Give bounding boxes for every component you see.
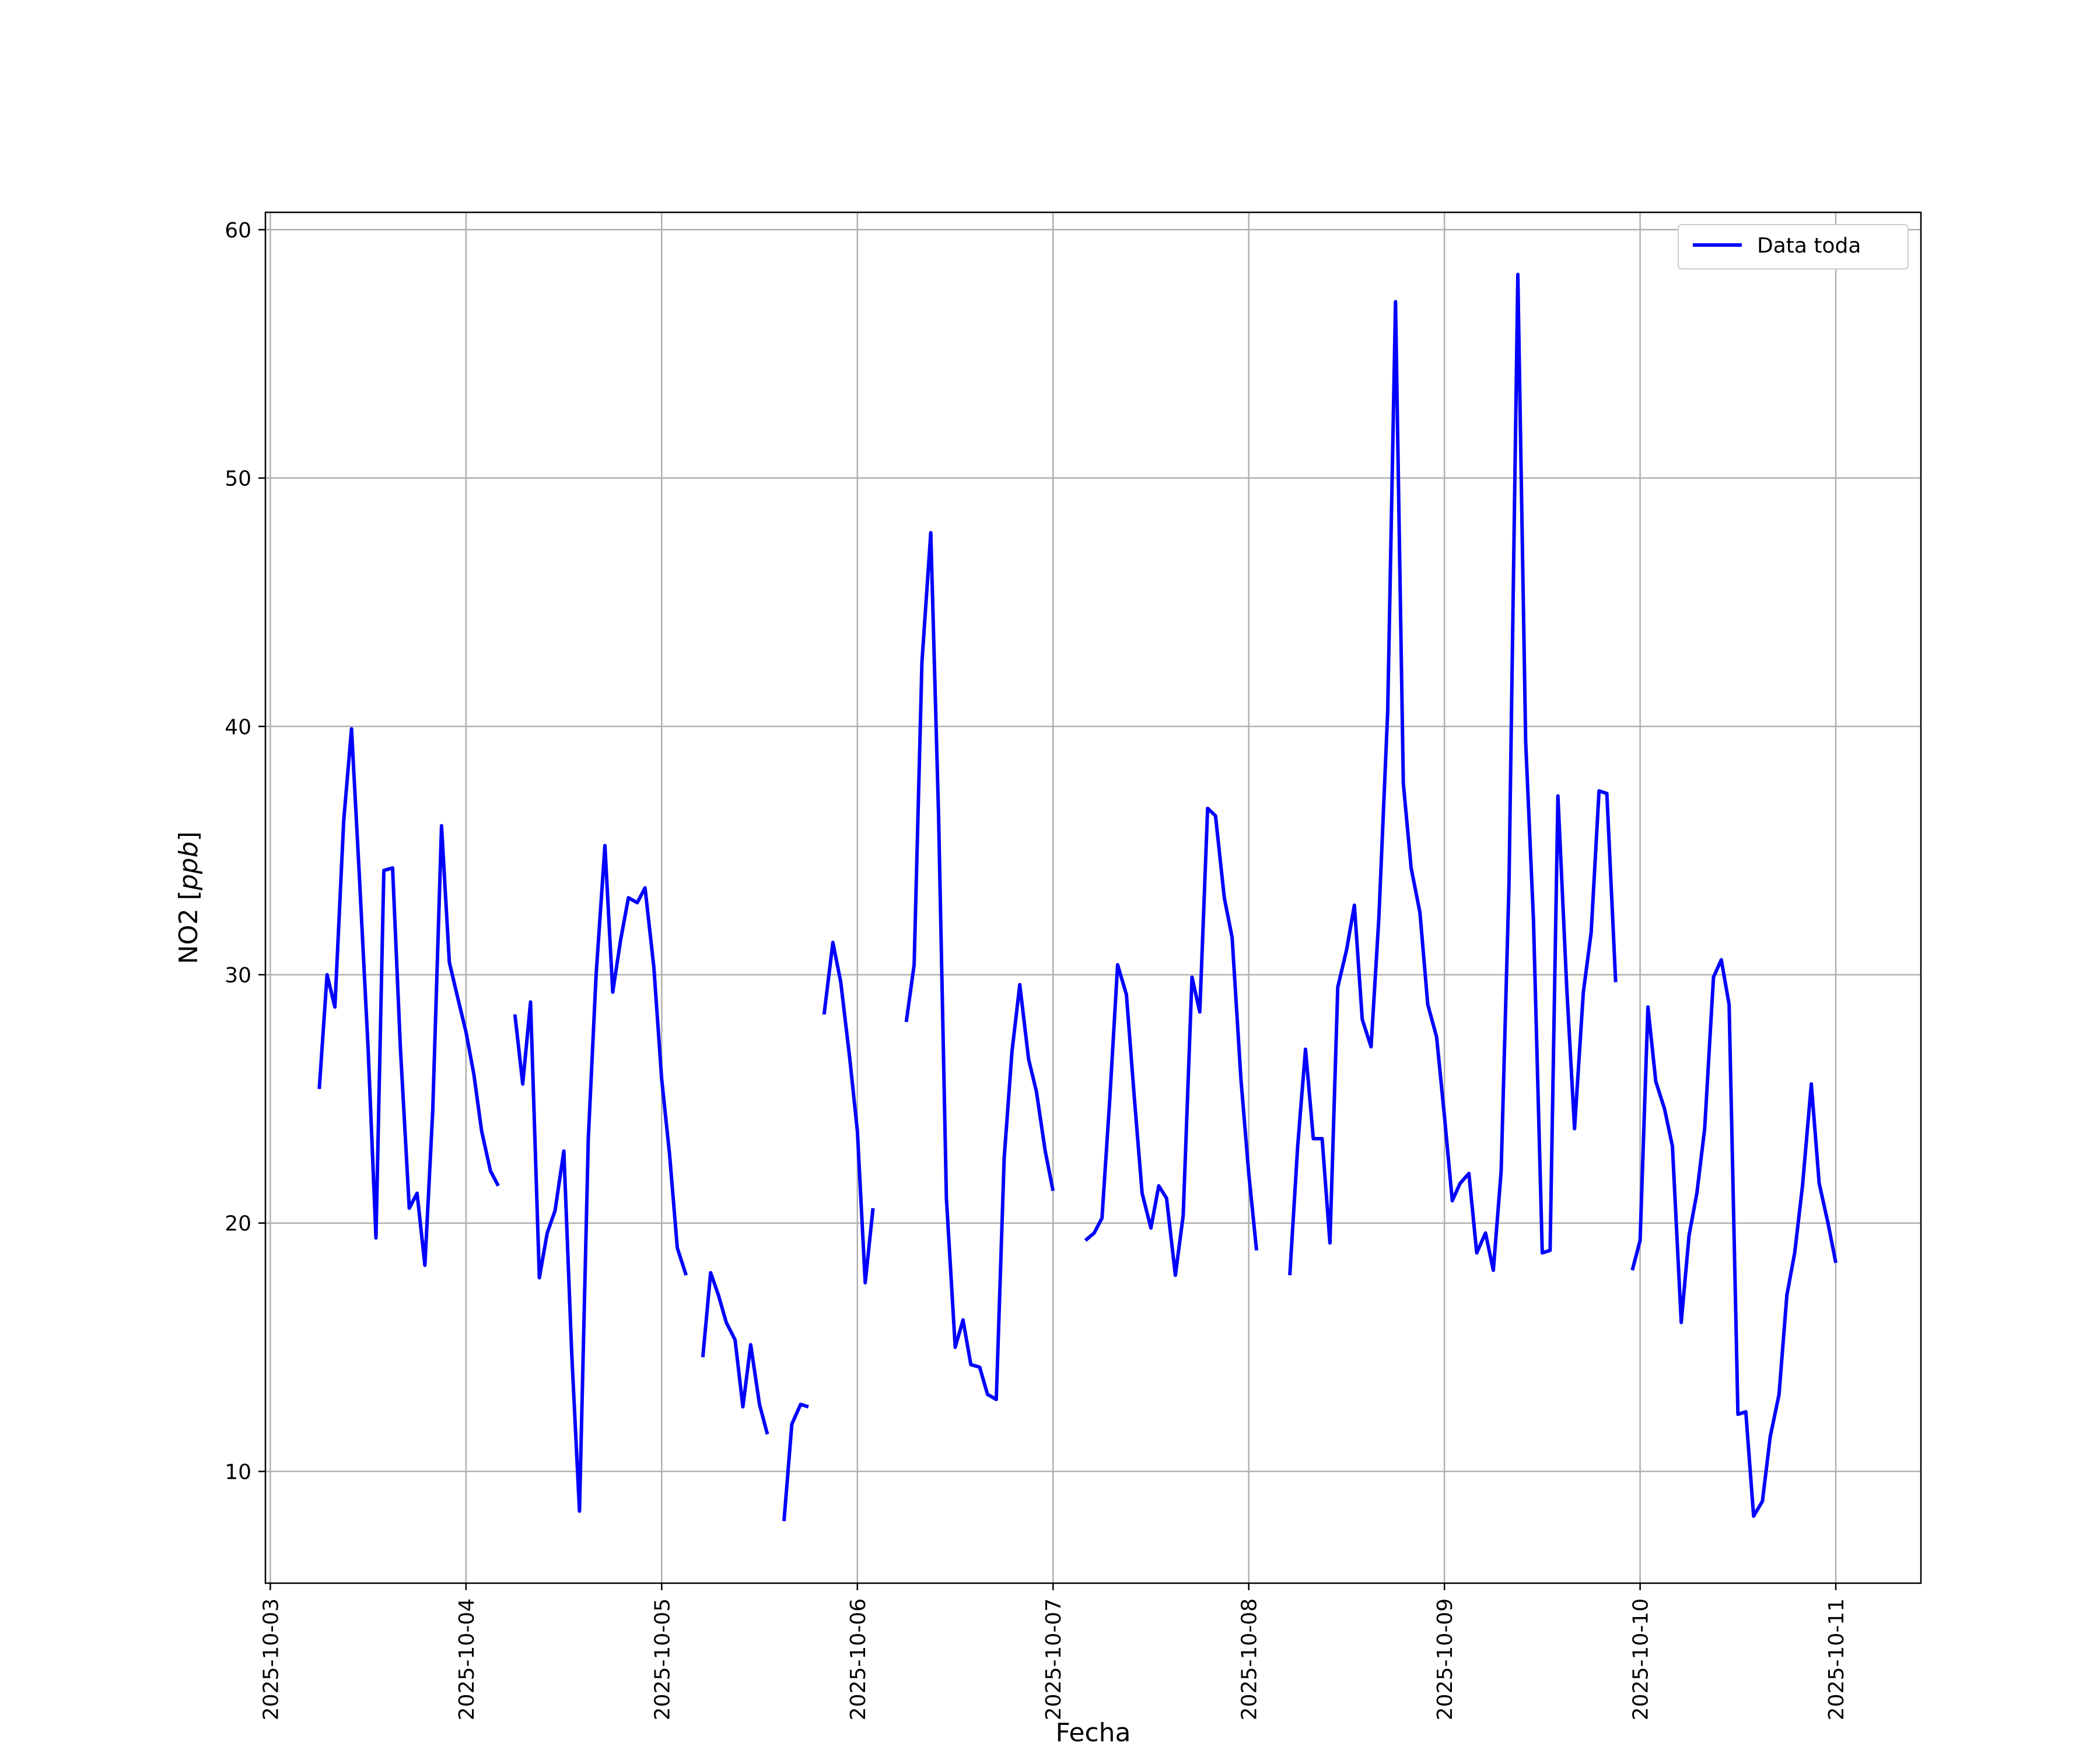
y-tick-label: 40 xyxy=(225,715,251,739)
plot-area-frame xyxy=(264,211,1922,1584)
x-tick-label: 2025-10-09 xyxy=(1433,1598,1457,1720)
series-line-segment xyxy=(701,1270,769,1435)
x-tick-label: 2025-10-07 xyxy=(1042,1598,1066,1720)
x-axis-title: Fecha xyxy=(1055,1718,1130,1748)
y-axis-title-close: ] xyxy=(174,831,204,841)
x-tick-label: 2025-10-08 xyxy=(1238,1598,1262,1720)
y-axis-title-unit: ppb xyxy=(174,841,204,891)
y-axis-title-base: NO2 [ xyxy=(174,890,204,964)
legend-label-data-toda: Data toda xyxy=(1757,234,1861,258)
legend-box xyxy=(1678,224,1909,270)
series-line-segment xyxy=(1288,272,1618,1276)
y-axis-title: NO2 [ppb] xyxy=(174,831,204,964)
legend: Data toda xyxy=(1678,224,1909,270)
axis-ticks: 2025-10-03 2025-10-04 2025-10-05 2025-10-06… xyxy=(225,219,1849,1720)
x-tick-label: 2025-10-06 xyxy=(846,1598,870,1720)
x-tick-label: 2025-10-10 xyxy=(1629,1598,1653,1720)
series-line-segment xyxy=(1084,806,1259,1278)
series-line-segment xyxy=(1630,958,1838,1518)
x-tick-label: 2025-10-11 xyxy=(1825,1598,1849,1720)
series-line-segment xyxy=(317,727,500,1268)
y-tick-label: 30 xyxy=(225,964,251,988)
series-line-segment xyxy=(904,531,1055,1401)
y-tick-label: 50 xyxy=(225,467,251,491)
x-tick-label: 2025-10-05 xyxy=(650,1598,674,1720)
x-tick-label: 2025-10-04 xyxy=(455,1598,479,1720)
series-line-segment xyxy=(822,940,875,1284)
y-tick-label: 20 xyxy=(225,1212,251,1236)
y-tick-label: 10 xyxy=(225,1460,251,1484)
series-line-segment xyxy=(782,1402,809,1521)
data-series-lines xyxy=(317,272,1838,1521)
y-tick-label: 60 xyxy=(225,219,251,243)
grid xyxy=(265,212,1921,1583)
x-tick-label: 2025-10-03 xyxy=(259,1598,283,1720)
series-line-segment xyxy=(513,844,688,1513)
